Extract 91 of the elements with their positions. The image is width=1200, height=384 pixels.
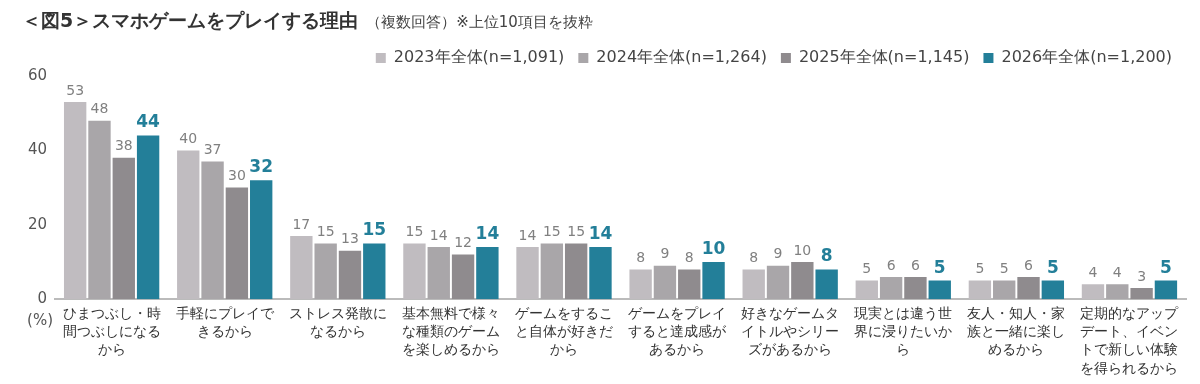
chart-title: ＜図5＞スマホゲームをプレイする理由 (22, 9, 359, 31)
bar (476, 247, 499, 300)
data-label: 8 (636, 249, 646, 266)
x-tick-label: ゲームをプレイすると達成感があるから (628, 304, 728, 358)
chart-subtitle: （複数回答）※上位10項目を抜粋 (366, 13, 593, 31)
data-label: 15 (316, 223, 335, 240)
y-axis-title: (%) (27, 310, 54, 329)
data-label: 38 (114, 137, 133, 154)
data-label: 3 (1137, 267, 1147, 284)
data-label: 14 (475, 223, 500, 244)
legend-label: 2023年全体(n=1,091) (393, 47, 565, 67)
y-tick-label: 60 (27, 65, 48, 84)
data-label: 40 (179, 130, 198, 147)
bar (904, 276, 927, 300)
x-tick-label: 現実とは違う世界に浸りたいから (854, 304, 953, 358)
data-label: 48 (90, 100, 109, 117)
data-label: 9 (773, 245, 783, 262)
bar (112, 157, 135, 300)
bar (201, 161, 224, 300)
data-label: 5 (933, 256, 946, 277)
x-tick-label: 手軽にプレイできるから (175, 304, 275, 340)
data-label: 15 (567, 223, 586, 240)
data-label: 8 (820, 245, 833, 266)
data-label: 14 (429, 226, 448, 243)
bar (589, 247, 612, 300)
bar (928, 280, 951, 300)
bar (338, 250, 362, 300)
data-label: 32 (249, 156, 274, 177)
x-tick-label: 基本無料で様々な種類のゲームを楽しめるから (401, 304, 500, 358)
data-label: 6 (886, 256, 896, 273)
data-label: 5 (999, 260, 1009, 277)
x-tick-label: 好きなゲームタイトルやシリーズがあるから (741, 304, 840, 358)
data-label: 5 (1160, 256, 1172, 277)
data-label: 4 (1112, 263, 1122, 280)
legend-label: 2024年全体(n=1,264) (596, 47, 767, 67)
bar (1041, 280, 1065, 300)
bar (451, 254, 475, 300)
data-label: 5 (975, 260, 985, 277)
bar (653, 265, 677, 300)
data-label: 13 (341, 230, 359, 247)
data-label: 44 (136, 111, 161, 132)
data-label: 10 (793, 241, 812, 258)
data-label: 9 (660, 245, 670, 262)
bar (815, 269, 838, 300)
bar (1017, 276, 1040, 300)
bar (88, 120, 111, 300)
bar (136, 135, 160, 300)
bar (1106, 284, 1129, 300)
data-label: 6 (910, 256, 920, 273)
data-label: 6 (1024, 256, 1034, 273)
y-tick-label: 40 (27, 140, 48, 159)
bar (766, 265, 790, 300)
bar (1154, 280, 1178, 300)
y-tick-label: 20 (27, 214, 48, 233)
legend-label: 2026年全体(n=1,200) (1001, 47, 1173, 67)
data-label: 10 (701, 237, 726, 258)
bar (314, 243, 337, 300)
data-label: 53 (66, 81, 85, 98)
bar (427, 247, 450, 300)
bar (564, 243, 588, 300)
data-label: 15 (362, 219, 387, 240)
data-label: 30 (227, 167, 246, 184)
y-tick-label: 0 (37, 289, 48, 308)
x-tick-label: ストレス発散になるから (288, 304, 387, 340)
data-label: 14 (588, 223, 613, 244)
bar (702, 262, 725, 300)
data-label: 5 (862, 260, 872, 277)
data-label: 8 (749, 249, 759, 266)
bar (540, 243, 564, 300)
data-label: 14 (518, 226, 537, 243)
bar (791, 262, 814, 300)
data-label: 8 (684, 249, 694, 266)
data-label: 15 (405, 223, 424, 240)
bar (363, 243, 386, 300)
bar (250, 180, 273, 300)
bar (225, 187, 249, 300)
x-tick-label: ひまつぶし・時間つぶしになるから (62, 304, 161, 358)
bar (993, 280, 1016, 300)
data-label: 4 (1088, 263, 1098, 280)
bar (879, 276, 903, 300)
x-tick-label: ゲームをすること自体が好きだから (515, 304, 613, 358)
data-label: 15 (542, 223, 561, 240)
x-tick-label: 定期的なアップデート、イベントで新しい体験を得られるから (1080, 304, 1180, 376)
data-label: 37 (203, 141, 222, 158)
data-label: 17 (292, 215, 311, 232)
legend-label: 2025年全体(n=1,145) (798, 47, 970, 67)
bar (678, 269, 701, 300)
data-label: 5 (1046, 256, 1059, 277)
x-tick-label: 友人・知人・家族と一緒に楽しめるから (967, 304, 1066, 358)
data-label: 12 (454, 234, 472, 251)
bar (1130, 288, 1153, 300)
